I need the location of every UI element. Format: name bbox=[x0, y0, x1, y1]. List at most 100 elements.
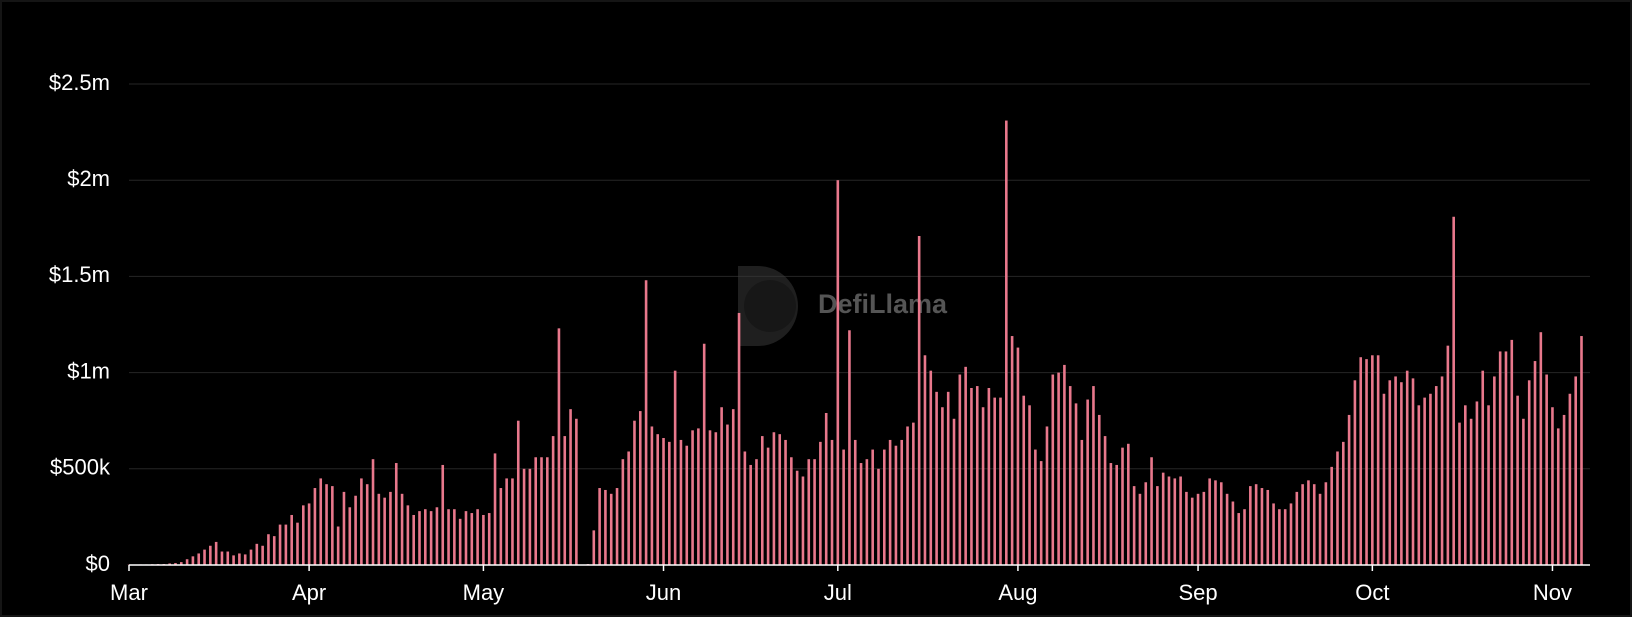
bar bbox=[946, 391, 950, 565]
bar bbox=[1539, 332, 1543, 565]
bar bbox=[708, 430, 712, 565]
bar bbox=[441, 464, 445, 565]
bar bbox=[819, 441, 822, 565]
bar bbox=[203, 549, 206, 565]
bar bbox=[1132, 486, 1136, 565]
bar bbox=[1086, 399, 1089, 565]
bar bbox=[1167, 476, 1171, 565]
bar bbox=[848, 330, 851, 565]
bar bbox=[1376, 355, 1380, 565]
x-tick-label: Apr bbox=[292, 580, 326, 605]
bar bbox=[1568, 393, 1572, 565]
y-tick-label: $2m bbox=[67, 166, 110, 191]
bar bbox=[458, 518, 462, 565]
bar bbox=[627, 451, 630, 565]
bar bbox=[528, 468, 532, 565]
bar bbox=[232, 555, 235, 565]
bar bbox=[1185, 491, 1188, 565]
bar bbox=[941, 407, 944, 565]
bar bbox=[499, 488, 503, 565]
bar bbox=[383, 497, 386, 565]
bar bbox=[1103, 436, 1107, 565]
bar bbox=[255, 543, 259, 565]
bar bbox=[296, 522, 299, 565]
bar bbox=[209, 545, 212, 565]
bar bbox=[865, 459, 869, 565]
bar bbox=[1545, 374, 1548, 565]
bar bbox=[1475, 401, 1479, 565]
bar bbox=[842, 449, 845, 565]
bar bbox=[981, 407, 985, 565]
bar bbox=[354, 495, 357, 565]
bar bbox=[1551, 407, 1554, 565]
bar bbox=[1400, 382, 1403, 565]
bar bbox=[226, 551, 230, 565]
bar bbox=[749, 464, 752, 565]
bar bbox=[1347, 414, 1351, 565]
bar bbox=[1074, 403, 1078, 565]
bar bbox=[691, 430, 694, 565]
bar bbox=[859, 463, 863, 565]
bar bbox=[1423, 397, 1426, 565]
bar bbox=[1097, 414, 1101, 565]
bar bbox=[1283, 509, 1287, 565]
bar bbox=[1341, 441, 1345, 565]
y-tick-label: $500k bbox=[50, 455, 111, 480]
bar bbox=[1039, 461, 1043, 565]
bar bbox=[1301, 484, 1304, 565]
bar bbox=[389, 491, 392, 565]
bar bbox=[1254, 484, 1258, 565]
bar bbox=[679, 439, 683, 565]
bar bbox=[1556, 428, 1560, 565]
bar bbox=[1219, 482, 1223, 565]
bar bbox=[1318, 493, 1322, 565]
bar bbox=[487, 513, 491, 565]
bar bbox=[807, 459, 811, 565]
bar bbox=[958, 374, 962, 565]
bar bbox=[511, 478, 514, 565]
bar bbox=[1138, 493, 1142, 565]
bars bbox=[127, 120, 1583, 566]
bar bbox=[400, 493, 404, 565]
bar bbox=[1307, 480, 1310, 565]
bar bbox=[1487, 405, 1490, 565]
y-tick-label: $1m bbox=[67, 358, 110, 383]
bar bbox=[1411, 378, 1415, 565]
bar bbox=[993, 397, 996, 565]
bar bbox=[1109, 463, 1113, 565]
bar bbox=[313, 488, 317, 565]
bar bbox=[650, 426, 654, 565]
bar bbox=[278, 524, 282, 565]
bar bbox=[429, 511, 433, 565]
bar bbox=[1562, 414, 1566, 565]
bar bbox=[795, 470, 799, 565]
bar bbox=[1469, 418, 1473, 565]
bar bbox=[325, 484, 328, 565]
bar bbox=[563, 436, 567, 565]
bar bbox=[1388, 380, 1392, 565]
bar bbox=[813, 459, 816, 565]
bar bbox=[174, 563, 177, 565]
bar bbox=[1005, 120, 1008, 565]
bar bbox=[755, 459, 758, 565]
bar bbox=[1510, 339, 1514, 565]
bar bbox=[493, 453, 497, 565]
bar bbox=[290, 514, 293, 565]
bar bbox=[360, 478, 363, 565]
bar bbox=[1504, 351, 1508, 565]
bar bbox=[261, 545, 264, 565]
bar bbox=[1330, 466, 1333, 565]
bar bbox=[348, 507, 352, 565]
bar bbox=[656, 434, 660, 565]
bar bbox=[1382, 393, 1386, 565]
bar bbox=[365, 484, 369, 565]
bar bbox=[1434, 386, 1438, 565]
bar bbox=[516, 420, 520, 565]
bar bbox=[604, 489, 607, 565]
axes: $0 $500k $1m $1.5m $2m $2.5m Mar Apr May Jun Jul Au… bbox=[49, 70, 1590, 605]
bar bbox=[662, 438, 665, 565]
bar bbox=[894, 445, 898, 565]
bar bbox=[179, 562, 183, 565]
bar bbox=[929, 370, 933, 565]
bar bbox=[1063, 364, 1066, 565]
